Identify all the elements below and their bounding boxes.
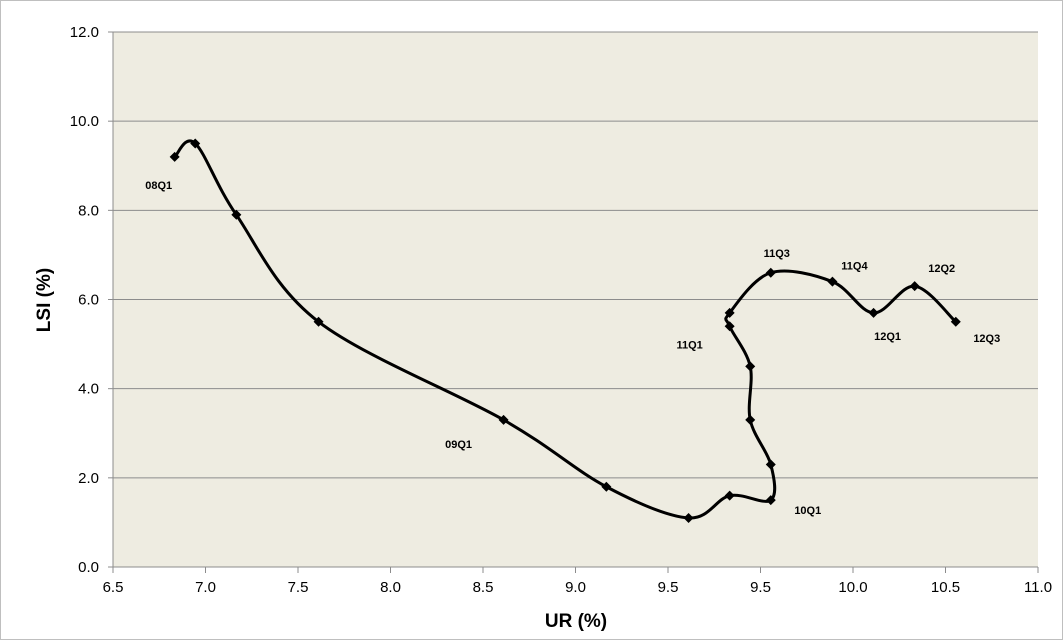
y-tick-label: 0.0 xyxy=(78,559,99,576)
x-tick-label: 7.0 xyxy=(195,579,216,596)
data-point-marker xyxy=(765,459,776,470)
point-label: 12Q3 xyxy=(973,333,1000,345)
y-tick-label: 6.0 xyxy=(78,292,99,309)
x-tick-label: 9.5 xyxy=(658,579,679,596)
x-tick-label: 10.5 xyxy=(931,579,960,596)
data-point-marker xyxy=(169,151,180,162)
data-point-marker xyxy=(765,267,776,278)
x-tick-label: 9.5 xyxy=(750,579,771,596)
data-point-marker xyxy=(765,495,776,506)
x-tick-label: 6.5 xyxy=(103,579,124,596)
data-point-marker xyxy=(190,138,201,149)
data-point-marker xyxy=(745,361,756,372)
data-point-marker xyxy=(724,321,735,332)
x-axis-title: UR (%) xyxy=(545,611,607,632)
point-label: 11Q4 xyxy=(841,261,868,273)
x-tick-label: 11.0 xyxy=(1024,579,1052,596)
y-tick-label: 2.0 xyxy=(78,470,99,487)
data-point-marker xyxy=(498,414,509,425)
point-label: 12Q1 xyxy=(874,331,901,343)
data-point-marker xyxy=(601,481,612,492)
data-point-marker xyxy=(313,316,324,327)
data-point-marker xyxy=(868,307,879,318)
x-tick-label: 9.0 xyxy=(565,579,586,596)
data-point-marker xyxy=(724,490,735,501)
data-point-marker xyxy=(683,512,694,523)
y-tick-labels: 0.0 2.0 4.0 6.0 8.0 10.0 12.0 xyxy=(70,24,99,576)
point-label: 12Q2 xyxy=(928,263,955,275)
point-labels: 08Q1 09Q1 10Q1 11Q1 11Q3 11Q4 12Q1 12Q2 12Q3 xyxy=(145,180,1000,517)
point-label: 10Q1 xyxy=(794,505,821,517)
y-tick-label: 4.0 xyxy=(78,381,99,398)
x-tick-label: 7.5 xyxy=(288,579,309,596)
gridlines xyxy=(108,31,1039,573)
axes xyxy=(112,32,1038,568)
data-point-marker xyxy=(231,209,242,220)
data-point-marker xyxy=(827,276,838,287)
y-axis-title: LSI (%) xyxy=(34,268,55,332)
x-tick-label: 8.5 xyxy=(473,579,494,596)
data-point-marker xyxy=(724,307,735,318)
x-tick-label: 10.0 xyxy=(838,579,867,596)
point-label: 09Q1 xyxy=(445,439,472,451)
data-point-marker xyxy=(745,414,756,425)
x-tick-label: 8.0 xyxy=(380,579,401,596)
data-point-marker xyxy=(950,316,961,327)
y-tick-label: 10.0 xyxy=(70,113,99,130)
point-label: 11Q1 xyxy=(677,339,703,351)
y-tick-label: 12.0 xyxy=(70,24,99,41)
y-tick-label: 8.0 xyxy=(78,202,99,219)
data-point-marker xyxy=(909,281,920,292)
point-label: 11Q3 xyxy=(764,248,790,260)
data-markers xyxy=(169,138,961,523)
x-tick-labels: 6.5 7.0 7.5 8.0 8.5 9.0 9.5 9.5 10.0 10.5 11.0 xyxy=(103,579,1052,596)
point-label: 08Q1 xyxy=(145,180,172,192)
